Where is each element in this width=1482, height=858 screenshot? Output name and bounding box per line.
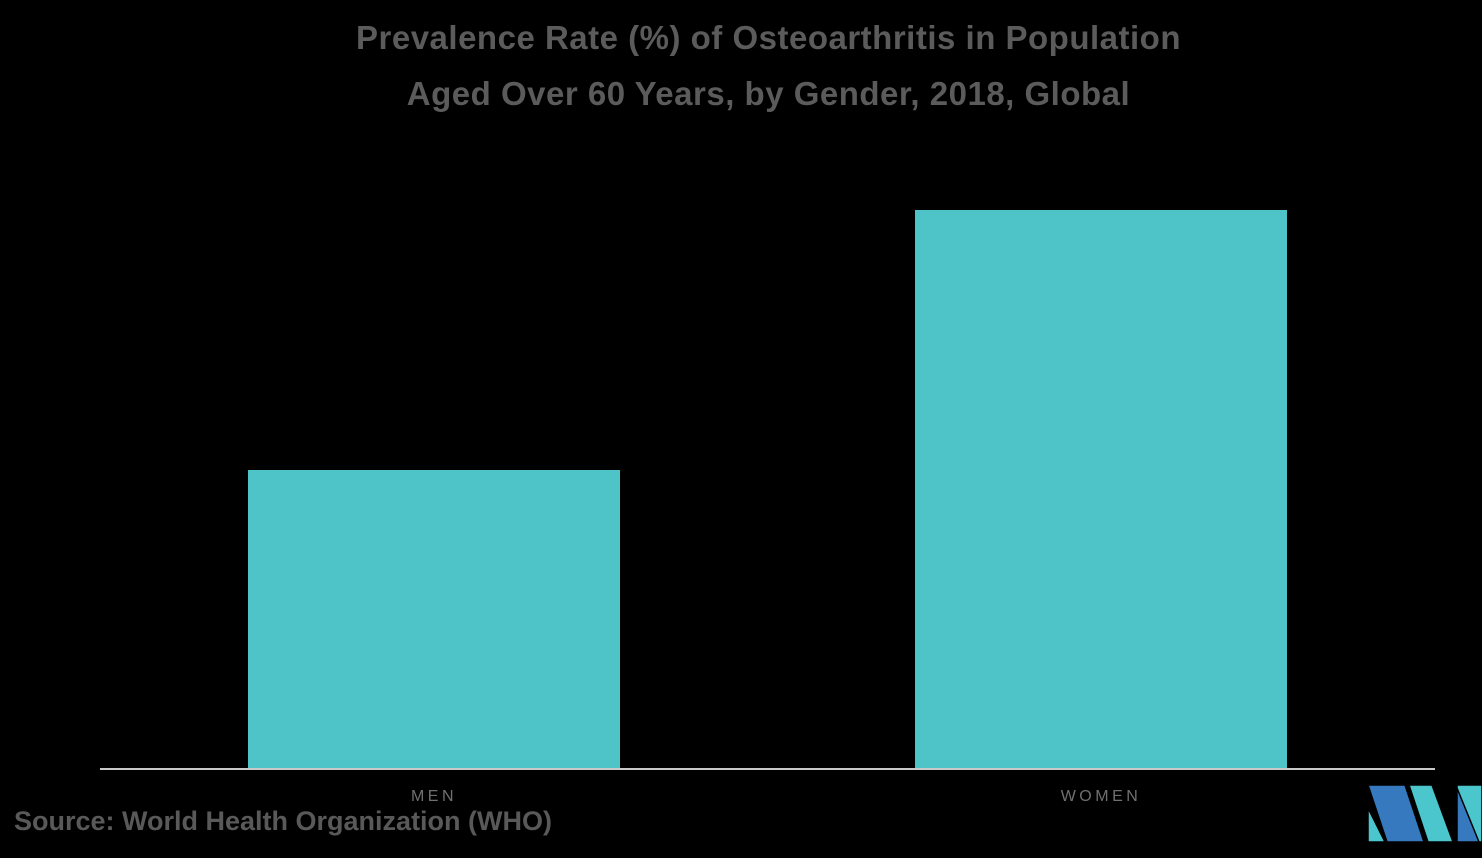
logo-blue-left-shape — [1368, 785, 1426, 843]
x-axis-label-women: WOMEN — [1060, 788, 1142, 805]
logo-teal-middle-shape — [1408, 785, 1455, 843]
logo-teal-left-shape — [1368, 807, 1387, 843]
plot-area — [100, 148, 1435, 770]
bar-women — [915, 210, 1287, 768]
logo-blue-right-shape — [1456, 787, 1481, 843]
chart-title-line-2: Aged Over 60 Years, by Gender, 2018, Glo… — [406, 75, 1131, 112]
bar-men — [248, 470, 620, 768]
chart-title: Prevalence Rate (%) of Osteoarthritis in… — [55, 10, 1482, 122]
x-axis-label-men: MEN — [410, 788, 458, 805]
source-note: Source: World Health Organization (WHO) — [14, 806, 553, 836]
chart-title-line-1: Prevalence Rate (%) of Osteoarthritis in… — [356, 19, 1181, 56]
mordor-intelligence-logo — [1368, 785, 1482, 843]
